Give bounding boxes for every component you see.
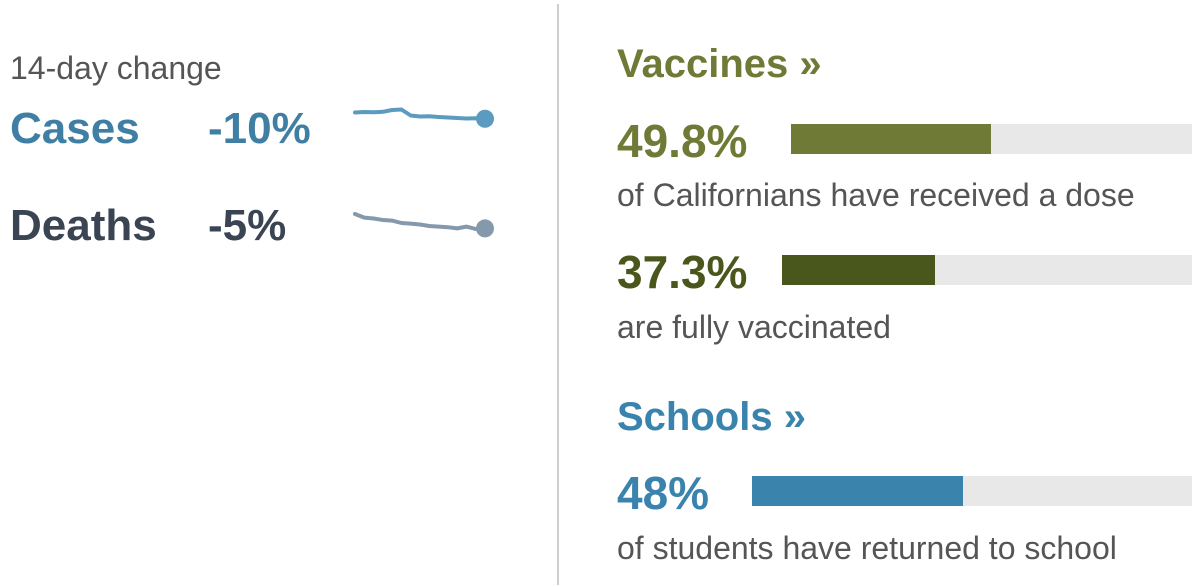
cases-sparkline — [353, 107, 494, 128]
cases-change: -10% — [208, 104, 311, 153]
cases-sparkline-line — [353, 107, 487, 121]
dose-progress-fill — [791, 124, 991, 154]
deaths-change: -5% — [208, 201, 287, 250]
fully-vaccinated-percent: 37.3% — [617, 246, 748, 298]
students-returned-percent: 48% — [617, 467, 710, 519]
schools-link[interactable]: Schools » — [617, 395, 806, 439]
dose-description: of Californians have received a dose — [617, 177, 1135, 213]
deaths-sparkline-line — [353, 212, 487, 231]
deaths-sparkline-end-dot — [476, 219, 494, 238]
students-returned-progress-bar — [752, 476, 1192, 506]
panel-divider — [557, 4, 559, 585]
cases-sparkline-end-dot — [476, 109, 494, 128]
trend-subtitle: 14-day change — [10, 50, 222, 86]
students-returned-progress-fill — [752, 476, 964, 506]
fully-vaccinated-progress-fill — [782, 255, 935, 285]
vaccines-link[interactable]: Vaccines » — [617, 42, 822, 86]
fully-vaccinated-progress-bar — [782, 255, 1192, 285]
cases-label: Cases — [10, 104, 140, 153]
dose-progress-bar — [791, 124, 1192, 154]
fully-vaccinated-description: are fully vaccinated — [617, 309, 891, 345]
deaths-label: Deaths — [10, 201, 157, 250]
students-returned-description: of students have returned to school — [617, 530, 1117, 566]
deaths-sparkline — [353, 212, 494, 238]
dose-percent: 49.8% — [617, 115, 748, 167]
